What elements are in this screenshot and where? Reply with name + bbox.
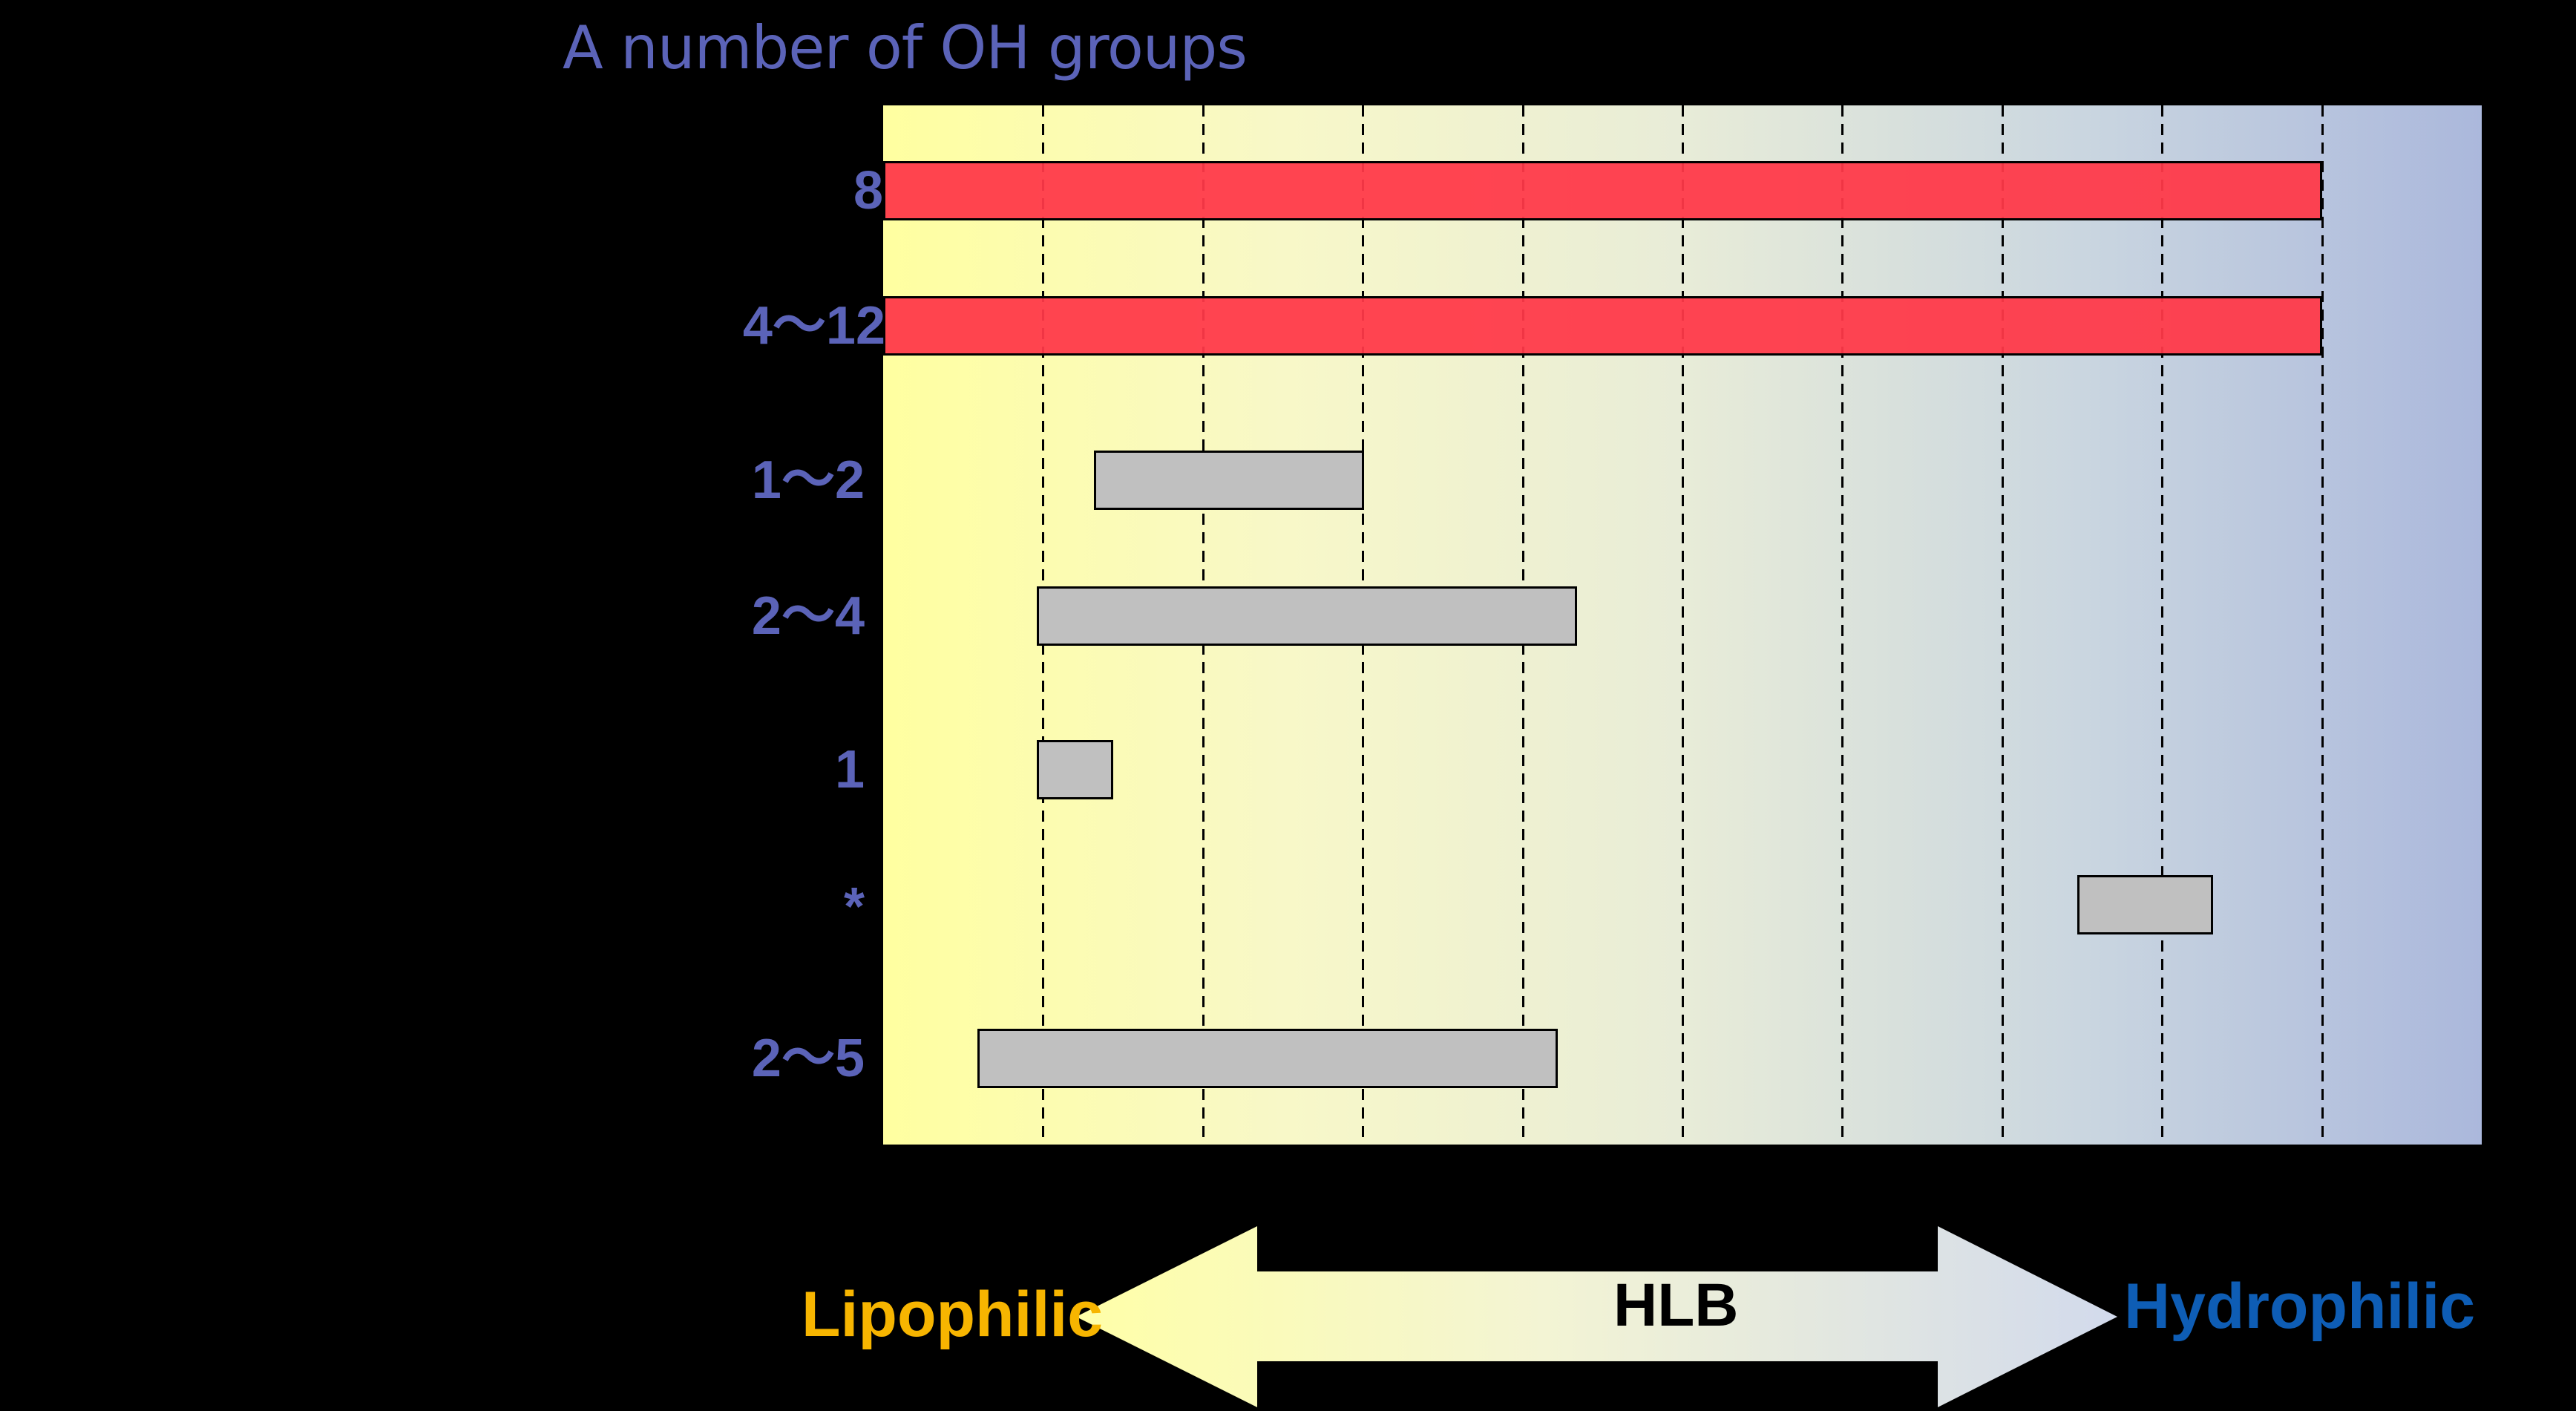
gridline (1682, 105, 1684, 1145)
gridline (2001, 105, 2004, 1145)
row-label: 1 (834, 740, 865, 799)
range-bar (1094, 451, 1365, 510)
range-bar (1036, 740, 1114, 799)
row-label: 1〜2 (751, 451, 865, 510)
plot-area (883, 105, 2482, 1145)
gridline (1841, 105, 1844, 1145)
row-label: 4〜12 (742, 296, 885, 356)
range-bar (2077, 875, 2214, 934)
lipophilic-label: Lipophilic (802, 1279, 1104, 1350)
gridline (2161, 105, 2164, 1145)
range-bar (977, 1029, 1558, 1088)
hydrophilic-label: Hydrophilic (2124, 1271, 2476, 1342)
hlb-double-arrow-icon (1076, 1226, 2117, 1407)
row-label: 2〜5 (751, 1029, 865, 1088)
row-label: 2〜4 (751, 586, 865, 646)
row-label: * (843, 877, 865, 937)
row-label: 8 (853, 161, 883, 220)
chart-title: A number of OH groups (563, 13, 1248, 82)
hlb-label: HLB (1613, 1271, 1739, 1339)
range-bar (883, 161, 2322, 220)
range-bar (883, 296, 2322, 356)
gridline (2321, 105, 2324, 1145)
range-bar (1036, 586, 1577, 646)
